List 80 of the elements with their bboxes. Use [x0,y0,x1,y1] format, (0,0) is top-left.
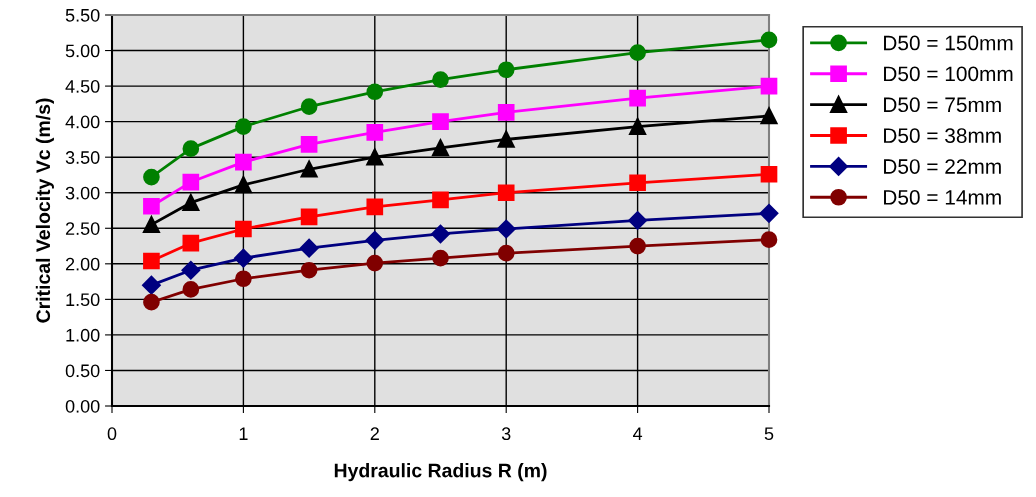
legend-label: D50 = 75mm [884,97,1001,113]
point [629,174,646,192]
point [497,61,515,79]
point [432,113,449,130]
point [628,211,647,230]
point [235,118,252,135]
point [497,104,515,121]
point [143,216,160,234]
y-tick-label: 0.50 [65,364,100,378]
y-tick-label: 5.00 [65,44,100,58]
point [629,118,646,135]
point [366,198,384,216]
point [431,224,450,244]
legend-label: D50 = 22mm [884,159,1001,174]
point [300,136,318,153]
point [234,248,253,268]
point [366,123,384,141]
point [432,71,449,89]
x-tick-label: 0 [107,427,117,441]
legend-label: D50 = 150mm [884,35,1013,51]
point [432,249,449,267]
y-tick-label: 0.00 [65,399,100,413]
point [760,231,778,248]
point [142,275,161,295]
y-tick-label: 2.00 [65,257,100,271]
point [300,98,318,116]
point [497,184,515,202]
y-tick-label: 3.50 [65,151,100,164]
y-tick-label: 2.50 [65,222,100,235]
y-axis-title: Critical Velocity Vc (m/s) [35,98,54,323]
point [760,107,778,125]
x-tick-label: 2 [370,427,379,440]
point [629,237,646,255]
y-tick-label: 4.00 [65,115,100,129]
point [759,204,779,223]
point [182,173,200,191]
point [629,89,646,107]
point [143,197,160,215]
point [182,194,200,212]
y-tick-label: 3.00 [65,186,100,200]
point [182,140,200,157]
legend-label: D50 = 100mm [884,66,1013,82]
point [235,270,252,288]
point [181,260,201,280]
point [366,148,384,166]
y-tick-label: 5.50 [65,8,100,22]
point [143,168,160,186]
point [497,244,515,262]
y-tick-label: 1.50 [66,293,100,307]
point [760,31,778,49]
point [182,281,200,298]
point [760,77,778,95]
point [300,160,318,178]
point [496,219,516,239]
point [300,208,318,226]
point [432,191,449,209]
x-tick-label: 3 [501,427,511,441]
point [143,252,160,270]
x-tick-label: 5 [764,427,774,441]
point [366,83,384,101]
point [182,234,200,252]
point [365,231,385,250]
point [235,176,252,194]
point [366,254,384,272]
x-tick-label: 1 [239,427,248,440]
legend-label: D50 = 38mm [884,128,1001,143]
legend-label: D50 = 14mm [884,190,1001,205]
point [143,293,160,311]
y-tick-label: 4.50 [65,80,100,93]
point [299,238,319,258]
x-axis-title: Hydraulic Radius R (m) [334,463,547,482]
point [235,220,252,238]
point [432,139,449,157]
point [497,131,515,148]
x-tick-label: 4 [632,427,643,440]
y-tick-label: 1.00 [66,328,100,342]
point [300,261,318,279]
point [760,165,778,183]
point [235,153,252,171]
point [629,44,646,62]
